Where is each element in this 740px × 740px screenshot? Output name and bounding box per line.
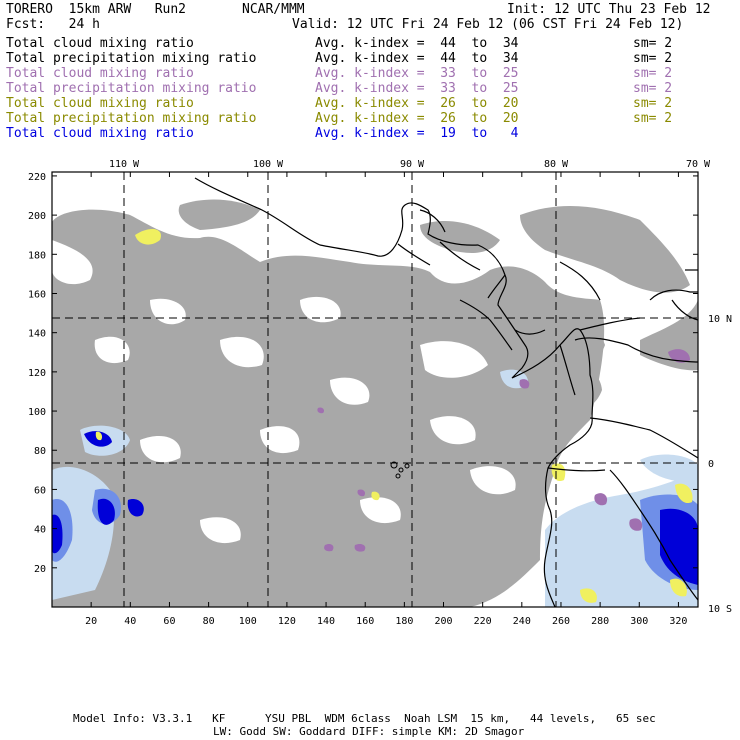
legend-smoothing: sm= 2 [633,66,673,81]
legend-smoothing: sm= 2 [633,81,673,96]
legend-field: Total cloud mixing ratio [6,66,194,81]
x-tick-label: 240 [513,616,531,627]
y-tick-label: 120 [28,368,46,379]
x-tick-label: 300 [630,616,648,627]
x-tick-label: 100 [239,616,257,627]
legend-smoothing: sm= 2 [633,96,673,111]
precip-purple [317,349,690,552]
legend-field: Total precipitation mixing ratio [6,81,257,96]
legend-field: Total cloud mixing ratio [6,96,194,111]
lat-label: 10 S [708,604,732,615]
legend-field: Total cloud mixing ratio [6,126,194,141]
lon-label: 110 W [109,159,140,170]
cloud-field [52,199,698,607]
y-tick-label: 180 [28,250,46,261]
y-tick-label: 200 [28,211,46,222]
legend-kindex: Avg. k-index = 19 to 4 [315,126,519,141]
x-tick-label: 280 [591,616,609,627]
x-tick-label: 260 [552,616,570,627]
galapagos-islands [390,461,410,479]
precip-yellow [95,228,693,603]
x-tick-label: 160 [356,616,374,627]
legend-field: Total precipitation mixing ratio [6,51,257,66]
organization: NCAR/MMM [242,2,305,17]
physics-info: LW: Godd SW: Goddard DIFF: simple KM: 2D… [213,725,525,738]
init-time: Init: 12 UTC Thu 23 Feb 12 [507,2,711,17]
x-tick-label: 120 [278,616,296,627]
legend-kindex: Avg. k-index = 26 to 20 [315,111,519,126]
legend-field: Total precipitation mixing ratio [6,111,257,126]
legend-smoothing: sm= 2 [633,51,673,66]
x-tick-label: 220 [474,616,492,627]
model-info: Model Info: V3.3.1 KF YSU PBL WDM 6class… [73,712,656,725]
y-tick-label: 20 [34,564,46,575]
x-tick-label: 140 [317,616,335,627]
legend-field: Total cloud mixing ratio [6,36,194,51]
y-tick-label: 160 [28,289,46,300]
legend-kindex: Avg. k-index = 44 to 34 [315,51,519,66]
lon-label: 100 W [253,159,284,170]
gridlines [52,172,698,607]
y-tick-label: 40 [34,525,46,536]
lon-label: 80 W [544,159,569,170]
x-tick-label: 200 [434,616,452,627]
legend-kindex: Avg. k-index = 33 to 25 [315,81,519,96]
x-tick-label: 20 [85,616,97,627]
x-tick-label: 60 [163,616,175,627]
y-tick-label: 100 [28,407,46,418]
x-tick-label: 320 [669,616,687,627]
y-tick-label: 220 [28,172,46,183]
y-tick-label: 140 [28,329,46,340]
x-tick-label: 80 [203,616,215,627]
y-tick-label: 80 [34,446,46,457]
legend-kindex: Avg. k-index = 26 to 20 [315,96,519,111]
lat-label: 10 N [708,314,732,325]
coastlines [194,177,698,607]
lon-label: 70 W [686,159,711,170]
x-tick-label: 40 [124,616,136,627]
y-tick-label: 60 [34,485,46,496]
forecast-hour: Fcst: 24 h [6,17,100,32]
legend-kindex: Avg. k-index = 44 to 34 [315,36,519,51]
plot-frame [51,171,699,608]
lon-label: 90 W [400,159,425,170]
legend-smoothing: sm= 2 [633,36,673,51]
model-title: TORERO 15km ARW Run2 [6,2,187,17]
legend-smoothing: sm= 2 [633,111,673,126]
valid-time: Valid: 12 UTC Fri 24 Feb 12 (06 CST Fri … [292,17,684,32]
lat-label: 0 [708,459,714,470]
x-tick-label: 180 [395,616,413,627]
legend-kindex: Avg. k-index = 33 to 25 [315,66,519,81]
